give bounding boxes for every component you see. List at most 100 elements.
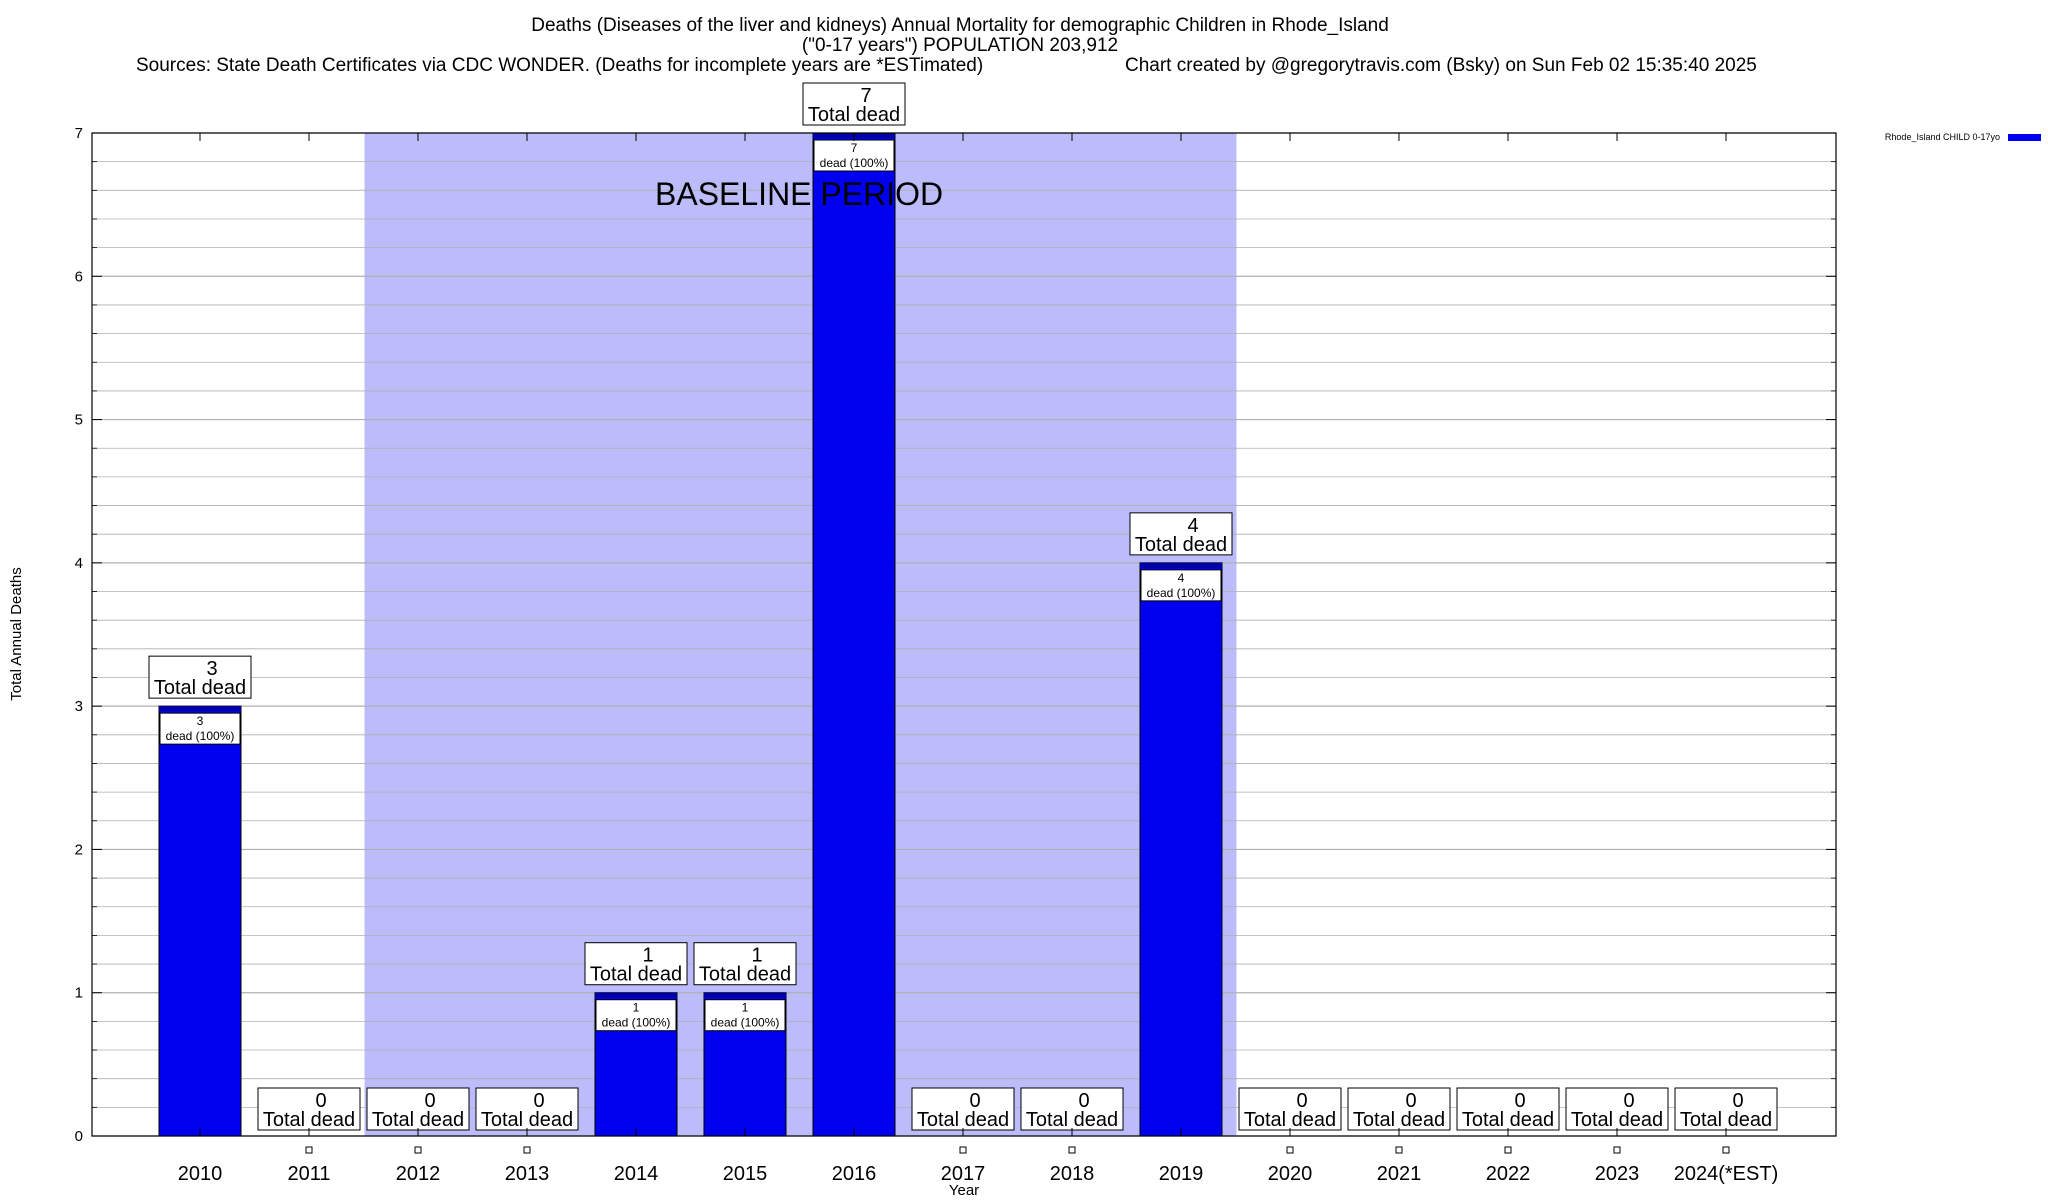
total-value: 4	[1187, 515, 1198, 537]
bar-cap	[704, 992, 786, 998]
zero-marker	[1504, 1146, 1512, 1154]
total-value: 0	[1296, 1090, 1307, 1112]
chart-credit: Chart created by @gregorytravis.com (Bsk…	[1125, 55, 1757, 76]
total-label-box	[1347, 1087, 1451, 1131]
total-text: Total dead	[1571, 1109, 1663, 1131]
total-text: Total dead	[1244, 1109, 1336, 1131]
total-label-box	[693, 942, 797, 986]
bar-inner-label-box	[1140, 569, 1222, 602]
total-text: Total dead	[1026, 1109, 1118, 1131]
total-value: 0	[1732, 1090, 1743, 1112]
total-text: Total dead	[699, 964, 791, 986]
x-category-label: 2019	[1159, 1163, 1204, 1185]
bar-inner-label-box	[704, 999, 786, 1032]
plot-border	[91, 132, 1837, 1137]
zero-marker	[1722, 1146, 1730, 1154]
total-label-box	[366, 1087, 470, 1131]
total-text: Total dead	[263, 1109, 355, 1131]
total-text: Total dead	[1680, 1109, 1772, 1131]
x-axis-label: Year	[949, 1182, 979, 1199]
total-value: 0	[1405, 1090, 1416, 1112]
total-text: Total dead	[372, 1109, 464, 1131]
chart-title-line-2: ("0-17 years") POPULATION 203,912	[802, 35, 1118, 56]
x-category-label: 2024(*EST)	[1674, 1163, 1779, 1185]
zero-marker	[414, 1146, 422, 1154]
x-category-label: 2011	[287, 1163, 330, 1185]
y-tick-label: 1	[75, 985, 83, 1002]
x-category-label: 2018	[1050, 1163, 1095, 1185]
total-label-box	[802, 82, 906, 126]
bar-inner-percent: dead (100%)	[820, 156, 889, 170]
bar-inner-label-box	[813, 139, 895, 172]
total-text: Total dead	[154, 677, 246, 699]
bar-inner-value: 4	[1178, 571, 1185, 585]
bar-inner-value: 3	[197, 714, 204, 728]
bar-inner-value: 7	[851, 141, 858, 155]
total-value: 0	[969, 1090, 980, 1112]
total-value: 0	[1623, 1090, 1634, 1112]
total-label-box	[1020, 1087, 1124, 1131]
total-text: Total dead	[1353, 1109, 1445, 1131]
y-tick-label: 5	[75, 412, 83, 429]
x-category-label: 2012	[396, 1163, 441, 1185]
bar-inner-percent: dead (100%)	[1147, 586, 1216, 600]
total-label-box	[1238, 1087, 1342, 1131]
x-category-label: 2020	[1268, 1163, 1313, 1185]
total-value: 1	[642, 945, 653, 967]
chart-title-line-1: Deaths (Diseases of the liver and kidney…	[531, 15, 1389, 36]
total-text: Total dead	[590, 964, 682, 986]
baseline-label: BASELINE PERIOD	[655, 176, 943, 212]
legend-swatch	[2008, 134, 2041, 141]
total-text: Total dead	[1135, 534, 1227, 556]
bar-inner-percent: dead (100%)	[602, 1016, 671, 1030]
legend-label: Rhode_Island CHILD 0-17yo	[1885, 132, 2000, 142]
bar	[158, 705, 242, 1137]
total-value: 0	[533, 1090, 544, 1112]
zero-marker	[1395, 1146, 1403, 1154]
bar-cap	[159, 706, 241, 712]
total-value: 3	[206, 658, 217, 680]
total-value: 0	[1514, 1090, 1525, 1112]
zero-marker	[523, 1146, 531, 1154]
total-label-box	[257, 1087, 361, 1131]
bar-inner-percent: dead (100%)	[711, 1016, 780, 1030]
total-label-box	[1129, 512, 1233, 556]
y-tick-label: 6	[75, 268, 83, 285]
total-text: Total dead	[808, 104, 900, 126]
bar-cap	[1140, 562, 1222, 568]
bar	[812, 132, 896, 1137]
y-tick-label: 3	[75, 698, 83, 715]
total-label-box	[1674, 1087, 1778, 1131]
bar-inner-value: 1	[633, 1001, 640, 1015]
total-text: Total dead	[481, 1109, 573, 1131]
x-category-label: 2013	[505, 1163, 550, 1185]
bar-inner-value: 1	[742, 1001, 749, 1015]
x-category-label: 2015	[723, 1163, 768, 1185]
total-label-box	[475, 1087, 579, 1131]
x-category-label: 2014	[614, 1163, 659, 1185]
x-category-label: 2010	[178, 1163, 223, 1185]
total-label-box	[148, 655, 252, 699]
x-category-label: 2021	[1377, 1163, 1422, 1185]
zero-marker	[1613, 1146, 1621, 1154]
total-value: 0	[424, 1090, 435, 1112]
total-value: 0	[315, 1090, 326, 1112]
total-label-box	[911, 1087, 1015, 1131]
zero-marker	[959, 1146, 967, 1154]
total-value: 7	[860, 85, 871, 107]
total-text: Total dead	[917, 1109, 1009, 1131]
x-category-label: 2016	[832, 1163, 877, 1185]
x-category-label: 2022	[1486, 1163, 1531, 1185]
zero-marker	[1286, 1146, 1294, 1154]
bar-inner-percent: dead (100%)	[166, 729, 235, 743]
total-value: 1	[751, 945, 762, 967]
total-text: Total dead	[1462, 1109, 1554, 1131]
y-tick-label: 2	[75, 841, 83, 858]
x-category-label: 2017	[941, 1163, 986, 1185]
total-value: 0	[1078, 1090, 1089, 1112]
total-label-box	[1456, 1087, 1560, 1131]
y-tick-label: 7	[75, 125, 83, 142]
zero-marker	[305, 1146, 313, 1154]
y-axis-label: Total Annual Deaths	[8, 567, 25, 700]
